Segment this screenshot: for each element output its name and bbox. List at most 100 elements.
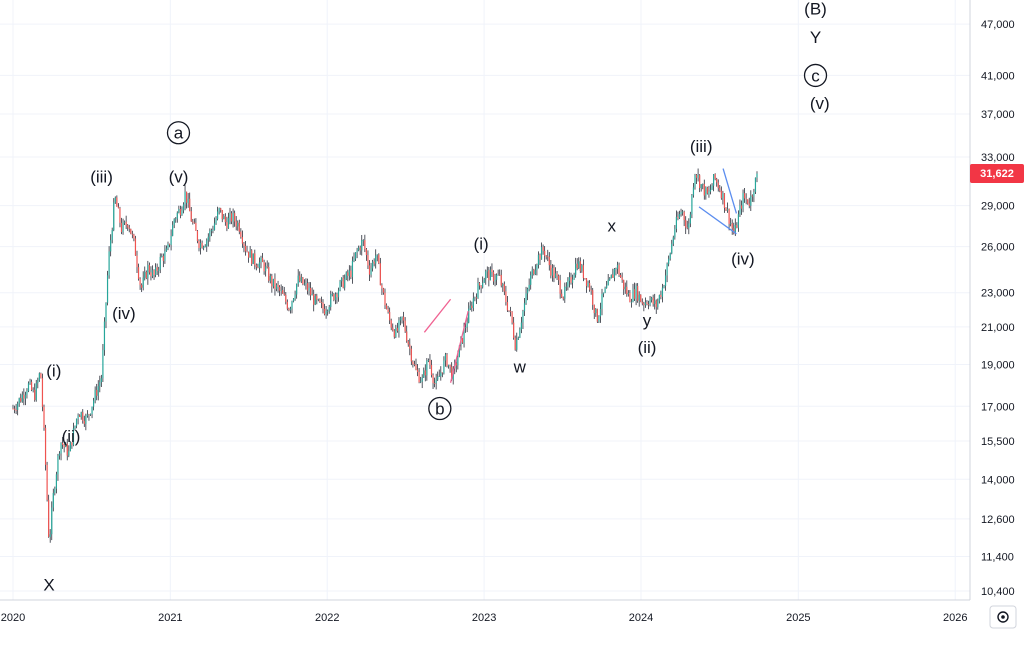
candle-body [739,205,741,215]
candle-body [351,260,354,278]
candle-body [447,364,450,367]
candle-body [530,275,532,285]
price-tick-label: 41,000 [981,70,1015,82]
candle-body [469,305,471,309]
candle-body [540,247,543,260]
candle-body [455,363,457,366]
price-tick-label: 26,000 [981,242,1015,254]
candle-body [91,406,93,414]
wave-label: (iii) [690,137,713,156]
candle-body [184,191,186,205]
candle-body [170,235,172,245]
candle-body [289,308,292,311]
candle-body [292,298,295,302]
candle-body [136,255,138,268]
candle-body [635,285,637,299]
candle-body [734,224,736,234]
candle-body [168,243,171,245]
candle-body [348,270,350,276]
candle-body [409,344,411,349]
wave-label: (ii) [638,338,657,357]
candle-body [128,227,130,229]
candle-body [669,253,671,259]
candle-body [261,257,264,262]
candle-body [249,250,251,258]
candle-body [322,302,324,309]
candle-body [173,219,175,225]
candle-body [212,229,214,231]
candle-body [497,274,499,276]
year-tick-label: 2025 [786,612,810,624]
candle-body [378,254,380,264]
pink-trendline[interactable] [449,310,469,383]
candle-body [375,255,377,264]
pink-trendline[interactable] [423,298,452,333]
price-tick-label: 14,000 [981,474,1015,486]
candle-body [585,278,588,287]
candle-body [731,223,733,229]
candle-body [294,294,296,299]
candle-body [618,264,620,275]
trendlines [423,168,738,383]
candle-body [323,308,326,315]
wave-label-circle [428,396,452,421]
candle-body [224,216,226,223]
candle-body [482,282,484,288]
candle-body [654,300,656,304]
wave-label-circle [803,63,828,88]
candle-body [244,245,247,252]
candle-body [385,305,388,310]
candle-body [548,256,550,266]
candle-body [551,267,553,276]
candle-body [85,415,87,424]
candle-body [226,222,228,229]
candle-body [705,187,707,196]
candle-body [680,212,682,215]
candle-body [602,292,605,294]
candle-body [494,279,496,282]
candle-body [418,372,420,383]
price-tick-label: 19,000 [981,359,1015,371]
candle-body [148,264,150,273]
year-tick-label: 2023 [472,612,496,624]
candle-body [575,263,577,275]
candle-body [623,279,625,290]
candle-body [156,267,158,272]
candle-body [423,370,425,378]
candle-body [127,225,129,228]
candle-body [671,243,673,254]
candle-body [172,224,174,236]
candle-body [122,222,124,233]
candle-body [331,293,333,295]
candle-body [241,237,243,244]
candle-body [668,258,670,264]
candle-body [238,222,240,232]
candle-body [737,214,739,228]
candle-body [232,213,234,222]
wave-label: Y [810,28,821,47]
price-tick-label: 23,000 [981,288,1015,300]
candle-body [463,327,465,343]
candle-body [536,264,538,271]
blue-trendline[interactable] [722,168,738,214]
candle-body [139,278,141,285]
blue-trendline[interactable] [698,206,737,235]
candle-body [243,243,245,246]
candle-body [105,302,107,322]
candle-body [392,327,394,331]
candle-body [559,280,561,294]
candle-body [94,389,96,401]
candle-body [88,414,90,416]
candle-body [624,286,626,290]
candle-body [65,443,67,447]
candle-body [747,199,749,204]
candle-body [308,288,310,291]
settings-gear-icon[interactable] [989,605,1017,629]
candle-body [461,337,464,343]
candle-body [356,250,358,253]
candle-body [457,356,459,366]
candle-body [534,270,536,275]
candle-body [393,330,395,337]
candle-body [368,265,371,275]
